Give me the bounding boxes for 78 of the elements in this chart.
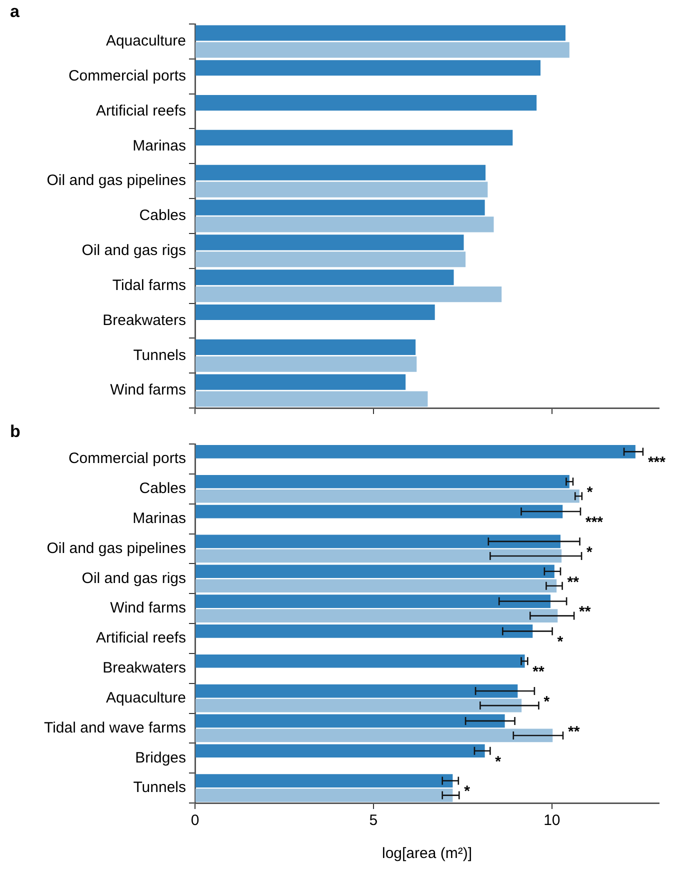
bar — [196, 534, 560, 548]
bar — [196, 252, 466, 268]
bar — [196, 95, 537, 111]
y-tick-label: Wind farms — [110, 600, 186, 617]
bar — [196, 714, 505, 728]
y-tick-label: Bridges — [135, 749, 186, 766]
x-tick-label: 10 — [544, 812, 560, 830]
bar — [196, 504, 563, 518]
bar — [196, 42, 570, 58]
text: a — [10, 2, 20, 22]
x-tick-label: 0 — [190, 812, 200, 830]
annotation: *** — [585, 514, 604, 531]
bar — [196, 474, 570, 488]
bar — [196, 356, 417, 372]
y-tick-label: Commercial ports — [68, 68, 186, 85]
bar — [196, 684, 518, 698]
y-tick-label: Tidal farms — [112, 276, 186, 294]
annotation: * — [586, 484, 593, 502]
y-tick-label: Tunnels — [133, 779, 186, 796]
bar — [196, 339, 416, 355]
y-tick-label: Breakwaters — [102, 312, 186, 329]
y-tick-label: Aquaculture — [106, 689, 186, 706]
x-axis-title: log[area (m²)] — [382, 845, 472, 862]
annotation: ** — [532, 664, 544, 681]
y-tick-label: Tunnels — [133, 346, 186, 364]
bar — [196, 164, 486, 180]
bar — [196, 445, 636, 458]
bar — [196, 234, 464, 250]
bar — [196, 286, 502, 302]
bar — [196, 489, 580, 503]
y-tick-label: Artificial reefs — [96, 630, 186, 647]
annotation: * — [586, 544, 593, 561]
annotation: ** — [579, 604, 591, 621]
x-tick-label: 5 — [369, 812, 378, 830]
annotation: ** — [567, 574, 580, 591]
bar — [196, 744, 485, 758]
bar — [196, 788, 453, 802]
bar — [196, 594, 550, 608]
bar — [196, 130, 513, 146]
y-tick-label: Oil and gas rigs — [82, 570, 186, 587]
text: b — [10, 422, 20, 442]
bar — [196, 698, 522, 712]
bar — [196, 200, 485, 216]
bar — [196, 304, 435, 320]
y-tick-label: Cables — [139, 207, 186, 224]
y-tick-label: Marinas — [132, 510, 186, 527]
y-tick-label: Oil and gas pipelines — [46, 172, 186, 190]
y-tick-label: Tidal and wave farms — [44, 719, 186, 736]
annotation: * — [544, 693, 550, 710]
annotation: *** — [648, 454, 666, 472]
bar — [196, 609, 558, 622]
annotation: * — [495, 753, 502, 770]
y-tick-label: Oil and gas rigs — [82, 242, 186, 260]
annotation: * — [557, 634, 564, 651]
annotation: ** — [568, 723, 580, 740]
bar — [196, 60, 540, 76]
bar — [196, 564, 554, 578]
bar — [196, 579, 557, 593]
bar — [196, 374, 406, 390]
y-tick-label: Marinas — [132, 137, 186, 154]
y-tick-label: Oil and gas pipelines — [46, 540, 186, 557]
bar — [196, 270, 454, 286]
y-tick-label: Commercial ports — [68, 450, 186, 468]
bar — [196, 774, 453, 788]
bar — [196, 728, 553, 742]
annotation: * — [464, 783, 470, 800]
y-tick-label: Artificial reefs — [96, 102, 186, 120]
bar — [196, 391, 428, 407]
bar — [196, 654, 525, 668]
bar — [196, 549, 562, 563]
y-tick-label: Wind farms — [110, 382, 186, 399]
bar — [196, 216, 494, 232]
y-tick-label: Aquaculture — [106, 32, 186, 50]
bar — [196, 25, 566, 41]
bar — [196, 624, 533, 638]
bar — [196, 182, 488, 198]
y-tick-label: Breakwaters — [102, 660, 186, 677]
y-tick-label: Cables — [139, 480, 186, 498]
